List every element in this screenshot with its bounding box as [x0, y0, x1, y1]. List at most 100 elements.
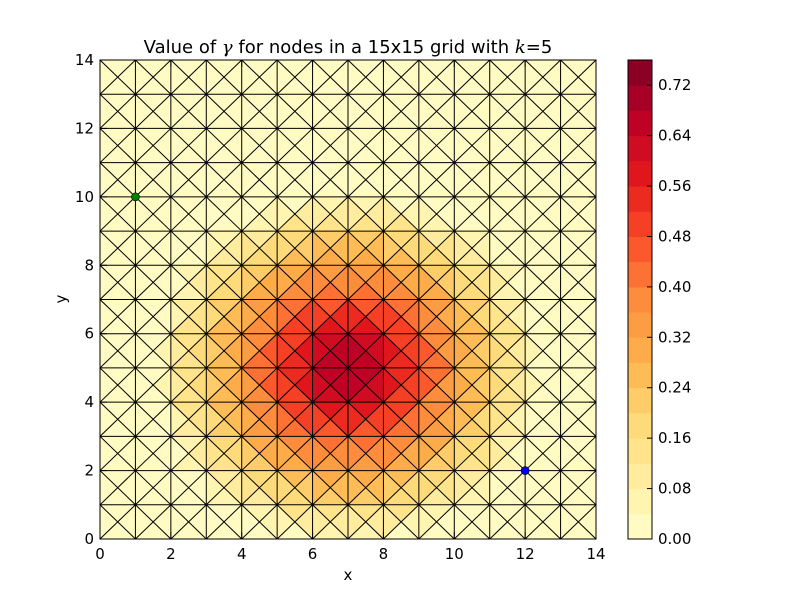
mesh-diagonal — [489, 264, 526, 300]
mesh-diagonal — [524, 504, 561, 539]
mesh-diagonal — [241, 401, 278, 437]
mesh-diagonal — [489, 162, 526, 198]
mesh-diagonal — [241, 60, 278, 95]
mesh-diagonal — [560, 367, 596, 403]
mesh-diagonal — [418, 504, 455, 539]
mesh-diagonal — [524, 264, 561, 300]
mesh-diagonal — [100, 162, 136, 198]
mesh-diagonal — [560, 299, 596, 335]
mesh-diagonal — [418, 128, 455, 164]
mesh-diagonal — [524, 128, 561, 164]
x-tick-label: 2 — [166, 545, 176, 563]
mesh-diagonal — [524, 230, 561, 266]
mesh-diagonal — [524, 367, 561, 403]
mesh-diagonal — [135, 93, 172, 129]
mesh-diagonal — [100, 333, 136, 369]
mesh-diagonal — [312, 162, 349, 198]
mesh-diagonal — [560, 435, 596, 471]
mesh-diagonal — [205, 367, 243, 403]
mesh-diagonal — [205, 60, 243, 95]
x-tick-label: 10 — [445, 545, 464, 563]
mesh-diagonal — [205, 162, 243, 198]
mesh-diagonal — [560, 60, 596, 95]
mesh-diagonal — [453, 333, 491, 369]
mesh-diagonal — [560, 162, 596, 198]
mesh-diagonal — [524, 93, 561, 129]
x-axis-label: x — [344, 566, 353, 584]
mesh-diagonal — [205, 128, 243, 164]
mesh-diagonal — [418, 299, 455, 335]
mesh-diagonal — [241, 470, 278, 506]
y-axis-ticks: 0 2 4 6 8 10 12 14 — [75, 51, 596, 548]
mesh-diagonal — [241, 196, 278, 232]
mesh-diagonal — [453, 93, 491, 129]
mesh-diagonal — [170, 60, 207, 95]
mesh-diagonal — [418, 367, 455, 403]
mesh-diagonal — [312, 93, 349, 129]
x-axis-ticks: 0 2 4 6 8 10 12 14 — [95, 60, 606, 563]
y-tick-label: 14 — [75, 51, 94, 69]
colorbar-tick-label: 0.24 — [658, 379, 691, 397]
mesh-diagonal — [205, 93, 243, 129]
y-tick-label: 12 — [75, 119, 94, 137]
colorbar-tick-label: 0.72 — [658, 76, 691, 94]
mesh-diagonal — [312, 299, 349, 335]
node-markers — [131, 192, 530, 475]
mesh-diagonal — [453, 196, 491, 232]
mesh-diagonal — [489, 401, 526, 437]
mesh-diagonal — [383, 504, 420, 539]
mesh-diagonal — [489, 333, 526, 369]
mesh-diagonal — [347, 367, 384, 403]
mesh-diagonal — [276, 196, 313, 232]
x-tick-label: 12 — [516, 545, 535, 563]
mesh-diagonal — [241, 93, 278, 129]
mesh-diagonal — [418, 401, 455, 437]
colorbar-tick-label: 0.08 — [658, 480, 691, 498]
mesh-diagonal — [100, 299, 136, 335]
mesh-diagonal — [312, 128, 349, 164]
mesh-diagonal — [205, 401, 243, 437]
y-axis-label: y — [52, 294, 70, 303]
colorbar-band — [628, 438, 652, 464]
mesh-diagonal — [383, 196, 420, 232]
mesh-diagonal — [276, 60, 313, 95]
mesh-diagonal — [135, 367, 172, 403]
mesh-diagonal — [524, 196, 561, 232]
chart-title: Value of γ for nodes in a 15x15 grid wit… — [144, 37, 553, 58]
mesh-diagonal — [418, 60, 455, 95]
mesh-diagonal — [418, 264, 455, 300]
colorbar-band — [628, 186, 652, 212]
mesh-diagonal — [524, 162, 561, 198]
mesh-diagonal — [276, 162, 313, 198]
mesh-diagonal — [135, 128, 172, 164]
mesh-diagonal — [383, 60, 420, 95]
mesh-diagonal — [170, 504, 207, 539]
colorbar-tick-label: 0.32 — [658, 328, 691, 346]
mesh-diagonal — [383, 333, 420, 369]
mesh-diagonal — [135, 401, 172, 437]
colorbar-band — [628, 463, 652, 490]
y-tick-label: 2 — [84, 462, 94, 480]
colorbar-band — [628, 412, 652, 439]
mesh-diagonal — [276, 299, 313, 335]
mesh-diagonal — [100, 435, 136, 471]
mesh-diagonal — [418, 470, 455, 506]
mesh-diagonal — [418, 196, 455, 232]
mesh-diagonal — [489, 60, 526, 95]
mesh-diagonal — [205, 196, 243, 232]
plot-frame — [99, 59, 597, 540]
mesh-diagonal — [453, 230, 491, 266]
mesh-diagonal — [241, 333, 278, 369]
mesh-diagonal — [135, 60, 172, 95]
mesh-diagonal — [312, 470, 349, 506]
mesh-diagonal — [100, 470, 136, 506]
colorbar-band — [628, 261, 652, 288]
mesh-diagonal — [312, 196, 349, 232]
mesh-diagonal — [205, 504, 243, 539]
mesh-diagonal — [100, 230, 136, 266]
colorbar: 0.00 0.08 0.16 0.24 0.32 0.40 0.48 0.56 0.64 0.72 — [627, 59, 691, 548]
mesh-diagonal — [312, 333, 349, 369]
x-tick-label: 4 — [237, 545, 247, 563]
colorbar-band — [628, 60, 652, 86]
